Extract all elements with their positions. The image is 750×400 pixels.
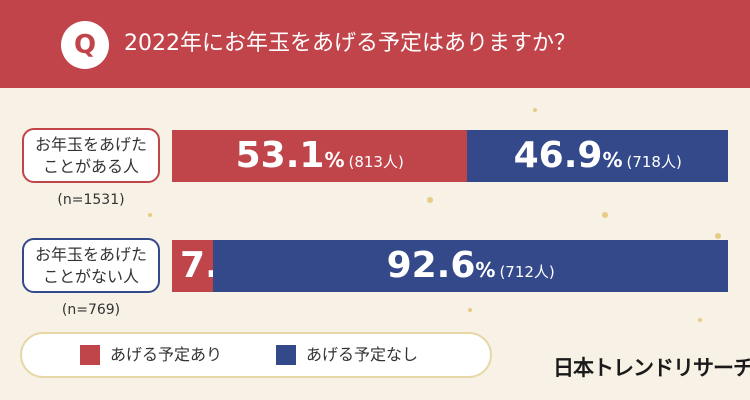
header <box>0 0 750 88</box>
value-label: 53.1% <box>235 135 345 176</box>
count-label: (718人) <box>626 153 682 171</box>
legend: あげる予定あり あげる予定なし <box>20 332 492 378</box>
bar-segment <box>467 130 728 182</box>
value-label-group: 92.6% (712人) <box>387 240 555 292</box>
legend-label: あげる予定なし <box>306 345 419 364</box>
bar-segment <box>172 130 468 182</box>
count-label: (813人) <box>348 153 404 171</box>
legend-label: あげる予定あり <box>110 345 223 364</box>
value-label-group: 53.1% (813人) <box>236 130 404 182</box>
value-label-group: 46.9% (718人) <box>514 130 682 182</box>
chart-title: 2022年にお年玉をあげる予定はありますか？ <box>124 31 576 56</box>
bar-segment <box>172 240 214 292</box>
category-label: お年玉をあげたことがない人 <box>22 238 160 293</box>
legend-swatch <box>80 345 100 365</box>
badge: Q <box>61 21 109 69</box>
category-label: お年玉をあげたことがある人 <box>22 128 160 183</box>
source-logo: 日本トレンドリサーチ <box>553 356 750 380</box>
sample-size: (n=769) <box>61 302 121 318</box>
value-label: 46.9% <box>513 135 623 176</box>
legend-swatch <box>276 345 296 365</box>
count-label: (712人) <box>499 263 555 281</box>
value-label: 92.6% <box>386 245 496 286</box>
bar-segment <box>213 240 728 292</box>
sample-size: (n=1531) <box>57 192 125 208</box>
